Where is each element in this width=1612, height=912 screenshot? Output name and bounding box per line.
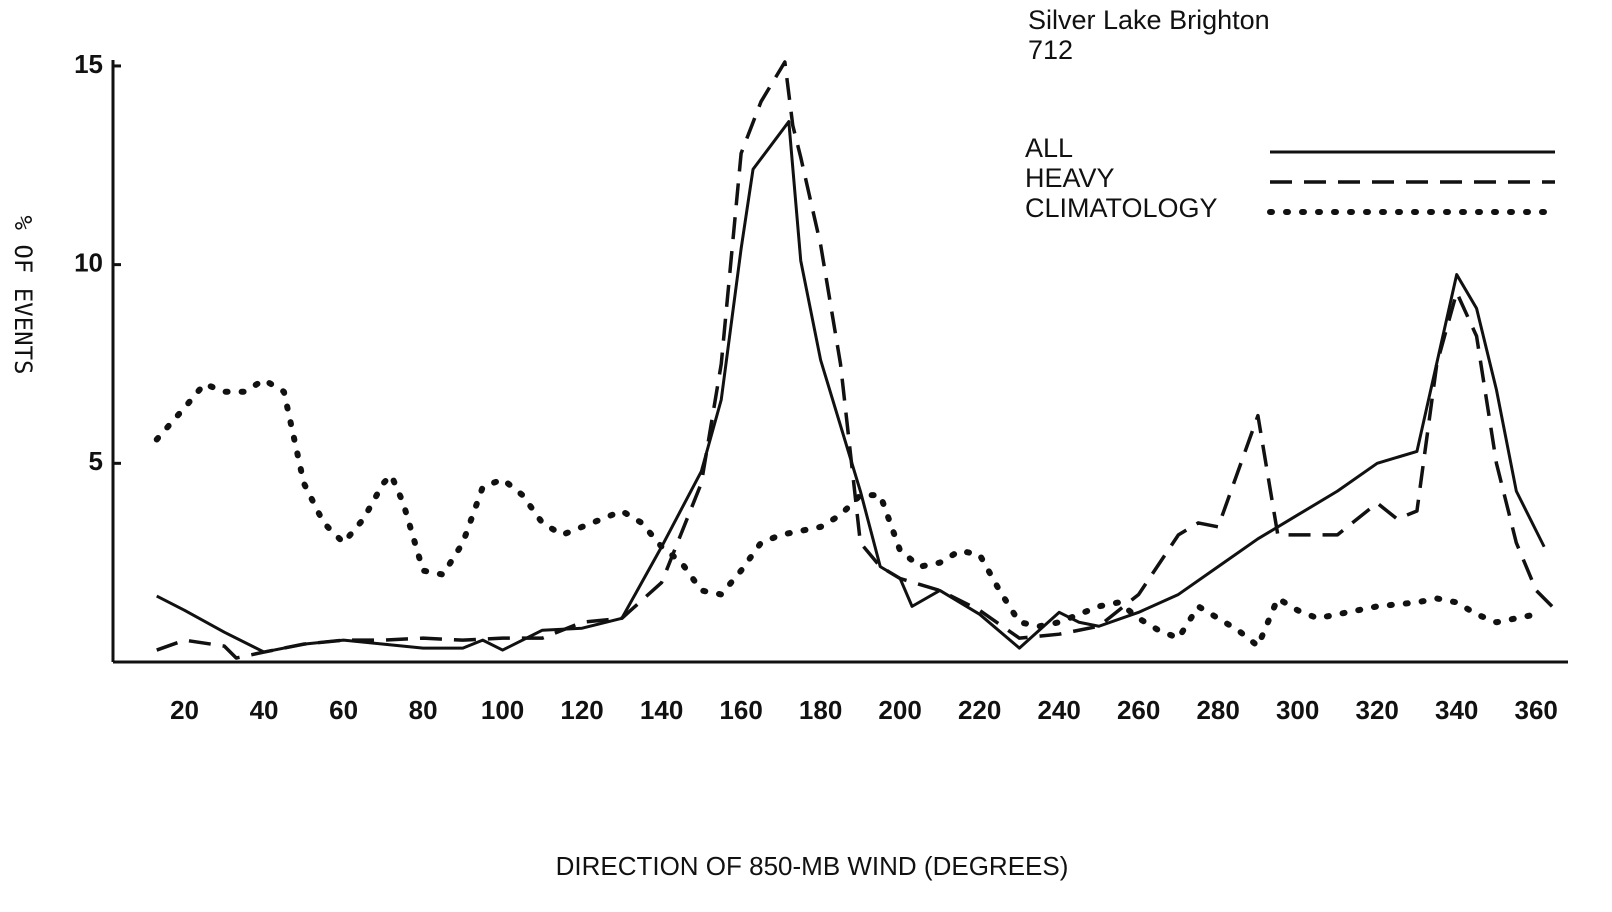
legend-label: HEAVY	[1025, 163, 1115, 193]
x-tick-label: 40	[250, 695, 279, 725]
x-tick-label: 60	[329, 695, 358, 725]
x-tick-label: 140	[640, 695, 683, 725]
x-tick-label: 280	[1196, 695, 1239, 725]
x-tick-label: 320	[1355, 695, 1398, 725]
y-tick-label: 10	[74, 248, 103, 278]
y-tick-label: 15	[74, 49, 103, 79]
x-tick-label: 360	[1515, 695, 1558, 725]
x-tick-label: 260	[1117, 695, 1160, 725]
x-tick-label: 180	[799, 695, 842, 725]
x-tick-label: 300	[1276, 695, 1319, 725]
legend-label: ALL	[1025, 133, 1073, 163]
x-tick-label: 20	[170, 695, 199, 725]
y-axis-label: % OF EVENTS	[9, 216, 37, 375]
x-tick-label: 240	[1037, 695, 1080, 725]
x-tick-label: 340	[1435, 695, 1478, 725]
x-tick-label: 160	[719, 695, 762, 725]
series-line	[153, 376, 1540, 650]
x-tick-label: 80	[409, 695, 438, 725]
chart-subtitle: 712	[1028, 35, 1073, 65]
x-tick-label: 120	[560, 695, 603, 725]
legend-label: CLIMATOLOGY	[1025, 193, 1218, 223]
x-axis-label: DIRECTION OF 850-MB WIND (DEGREES)	[556, 851, 1069, 881]
x-tick-label: 100	[481, 695, 524, 725]
series-line	[156, 60, 1554, 660]
x-tick-label: 200	[878, 695, 921, 725]
series-line	[156, 120, 1546, 654]
chart-title: Silver Lake Brighton	[1028, 5, 1270, 35]
x-tick-label: 220	[958, 695, 1001, 725]
y-tick-label: 5	[89, 446, 103, 476]
